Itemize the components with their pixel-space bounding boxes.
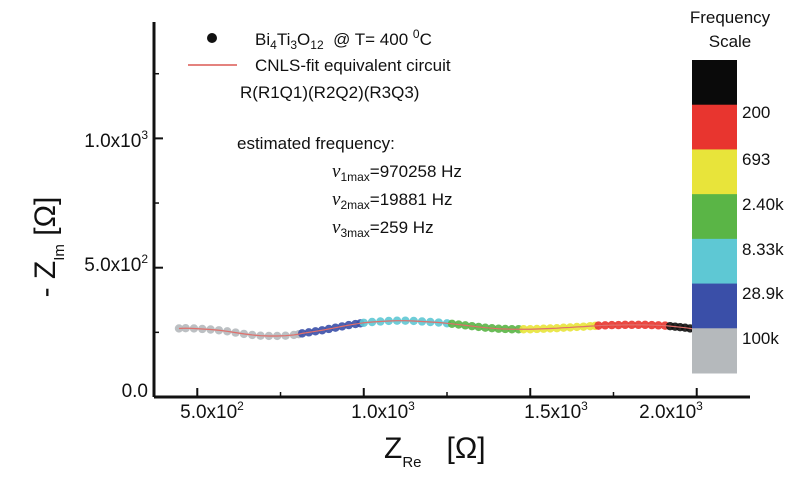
scale-color-block — [692, 60, 737, 106]
legend-marks — [188, 33, 237, 66]
scale-color-block — [692, 283, 737, 329]
y-tick-label: 1.0x103 — [84, 128, 148, 152]
legend-point-marker — [207, 33, 217, 43]
x-tick-label: 1.0x103 — [351, 399, 415, 423]
scale-label: 200 — [742, 103, 771, 122]
frequency-scale-bar — [692, 60, 737, 374]
estimated-frequency-title: estimated frequency: — [237, 134, 395, 153]
circuit-label: R(R1Q1)(R2Q2)(R3Q3) — [240, 83, 420, 102]
nu1-label: ν1max=970258 Hz — [332, 161, 462, 184]
scale-color-block — [692, 149, 737, 195]
legend-points-label: Bi4Ti3O12 @ T= 400 0C — [255, 27, 432, 52]
scale-label: 2.40k — [742, 195, 784, 214]
scale-color-block — [692, 238, 737, 285]
scale-label: 100k — [742, 329, 779, 348]
scale-label: 28.9k — [742, 284, 784, 303]
legend-fit-label: CNLS-fit equivalent circuit — [255, 56, 451, 75]
fit-polyline-overlay — [178, 320, 716, 337]
y-tick-label: 0.0 — [121, 381, 148, 402]
scale-label: 693 — [742, 150, 771, 169]
scale-label: 8.33k — [742, 240, 784, 259]
scale-color-block — [692, 104, 737, 150]
y-axis-label: - ZIm [Ω] — [29, 196, 68, 298]
scale-color-block — [692, 328, 737, 374]
x-tick-label: 1.5x103 — [524, 399, 588, 423]
x-axis-label: ZRe [Ω] — [384, 432, 486, 471]
x-tick-label: 2.0x103 — [639, 399, 703, 423]
y-tick-label: 5.0x102 — [84, 252, 148, 276]
scale-color-block — [692, 194, 737, 240]
nu3-label: ν3max=259 Hz — [332, 217, 434, 240]
data-points — [174, 316, 720, 341]
axes — [152, 22, 750, 399]
x-tick-label: 5.0x102 — [180, 399, 244, 423]
nu2-label: ν2max=19881 Hz — [332, 189, 453, 212]
frequency-scale-title: Frequency Scale — [689, 8, 771, 51]
